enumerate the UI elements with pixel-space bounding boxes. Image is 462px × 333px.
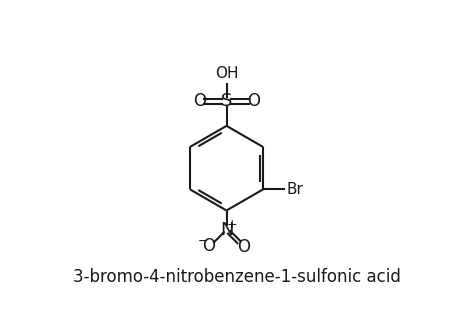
Text: O: O [237,238,250,256]
Text: O: O [247,93,260,111]
Text: O: O [193,93,206,111]
Text: O: O [202,237,215,255]
Text: 3-bromo-4-nitrobenzene-1-sulfonic acid: 3-bromo-4-nitrobenzene-1-sulfonic acid [73,268,401,286]
Text: −: − [198,235,208,248]
Text: N: N [220,221,233,239]
Text: S: S [221,93,232,111]
Text: Br: Br [286,182,303,197]
Text: +: + [226,217,237,230]
Text: OH: OH [215,66,238,81]
